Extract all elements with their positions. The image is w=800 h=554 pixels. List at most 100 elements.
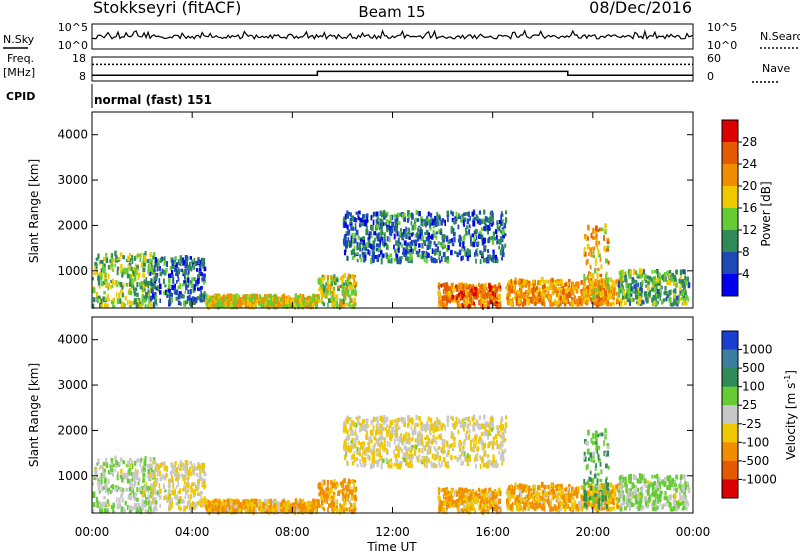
velocity-echo-cell <box>358 428 362 433</box>
velocity-echo-cell <box>102 462 106 466</box>
power-echo-cell <box>471 211 475 217</box>
power-echo-cell <box>526 279 529 286</box>
velocity-echo-cell <box>361 424 365 428</box>
velocity-echo-cell <box>399 463 402 470</box>
power-echo-cell <box>497 282 501 289</box>
velocity-echo-cell <box>233 499 237 505</box>
velocity-echo-cell <box>145 482 148 489</box>
power-echo-cell <box>99 276 102 281</box>
velocity-echo-cell <box>149 506 152 512</box>
power-echo-cell <box>329 290 332 296</box>
power-echo-cell <box>497 303 500 310</box>
velocity-echo-cell <box>142 463 145 467</box>
power-echo-cell <box>415 209 418 216</box>
velocity-echo-cell <box>417 433 420 438</box>
power-echo-cell <box>472 288 475 294</box>
power-echo-cell <box>598 240 601 245</box>
power-echo-cell <box>529 296 532 303</box>
velocity-echo-cell <box>177 482 180 487</box>
power-echo-cell <box>617 300 621 305</box>
power-echo-cell <box>312 302 315 307</box>
velocity-echo-cell <box>397 452 400 458</box>
power-echo-cell <box>626 278 628 284</box>
power-echo-cell <box>326 287 329 292</box>
velocity-echo-cell <box>470 443 472 450</box>
velocity-echo-cell <box>366 422 368 428</box>
power-echo-cell <box>397 237 400 244</box>
velocity-echo-cell <box>153 488 156 494</box>
velocity-echo-cell <box>435 454 438 460</box>
velocity-echo-cell <box>500 451 503 456</box>
velocity-echo-cell <box>143 465 146 469</box>
velocity-echo-cell <box>438 434 441 439</box>
velocity-echo-cell <box>255 502 259 508</box>
velocity-echo-cell <box>170 498 173 504</box>
power-echo-cell <box>465 303 468 309</box>
power-echo-cell <box>474 239 477 244</box>
velocity-echo-cell <box>405 454 408 459</box>
velocity-echo-cell <box>393 438 396 445</box>
velocity-echo-cell <box>383 447 385 453</box>
power-echo-cell <box>631 279 634 285</box>
power-echo-cell <box>600 264 603 270</box>
power-echo-cell <box>335 278 339 282</box>
power-echo-cell <box>149 271 152 276</box>
power-echo-cell <box>615 291 618 296</box>
velocity-echo-cell <box>250 498 253 505</box>
power-echo-cell <box>172 279 175 284</box>
power-echo-cell <box>350 212 352 217</box>
power-echo-cell <box>184 255 188 261</box>
power-echo-cell <box>628 288 631 292</box>
power-echo-cell <box>587 293 591 297</box>
power-echo-cell <box>350 238 353 244</box>
velocity-echo-cell <box>411 419 414 425</box>
power-echo-cell <box>540 276 544 283</box>
power-echo-cell <box>653 276 657 281</box>
power-echo-cell <box>133 275 137 281</box>
velocity-echo-cell <box>101 478 103 484</box>
velocity-echo-cell <box>440 446 442 451</box>
power-echo-cell <box>466 225 469 229</box>
velocity-echo-cell <box>333 491 336 496</box>
velocity-echo-cell <box>380 455 383 460</box>
velocity-echo-cell <box>457 429 460 435</box>
velocity-echo-cell <box>207 505 210 509</box>
velocity-echo-cell <box>318 492 321 497</box>
velocity-echo-cell <box>451 443 453 448</box>
power-echo-cell <box>250 297 254 303</box>
power-echo-cell <box>505 286 508 290</box>
velocity-echo-cell <box>330 480 333 485</box>
power-echo-cell <box>131 283 135 289</box>
power-echo-cell <box>153 269 157 274</box>
power-echo-cell <box>406 242 409 246</box>
velocity-echo-cell <box>315 508 318 515</box>
velocity-echo-cell <box>142 466 145 470</box>
power-echo-cell <box>360 241 363 245</box>
power-echo-cell <box>624 276 627 283</box>
power-echo-cell <box>433 241 436 245</box>
power-echo-cell <box>598 292 600 298</box>
power-echo-cell <box>632 298 635 302</box>
power-echo-cell <box>449 290 453 296</box>
velocity-echo-cell <box>428 448 431 455</box>
velocity-echo-cell <box>295 502 299 508</box>
velocity-echo-layer <box>92 414 691 515</box>
power-echo-cell <box>439 294 442 300</box>
velocity-echo-cell <box>140 508 143 515</box>
velocity-echo-cell <box>427 416 430 422</box>
power-echo-cell <box>345 231 349 236</box>
power-echo-cell <box>173 291 176 295</box>
power-echo-cell <box>465 286 468 292</box>
velocity-echo-cell <box>431 424 435 431</box>
power-echo-cell <box>628 274 631 279</box>
power-echo-cell <box>120 263 123 270</box>
power-echo-cell <box>282 294 285 300</box>
velocity-echo-cell <box>334 499 337 505</box>
nave-label: Nave <box>762 62 790 75</box>
velocity-echo-cell <box>119 457 123 462</box>
power-echo-cell <box>158 278 161 284</box>
velocity-echo-cell <box>344 485 348 488</box>
power-echo-cell <box>186 295 190 301</box>
power-echo-cell <box>205 302 208 307</box>
